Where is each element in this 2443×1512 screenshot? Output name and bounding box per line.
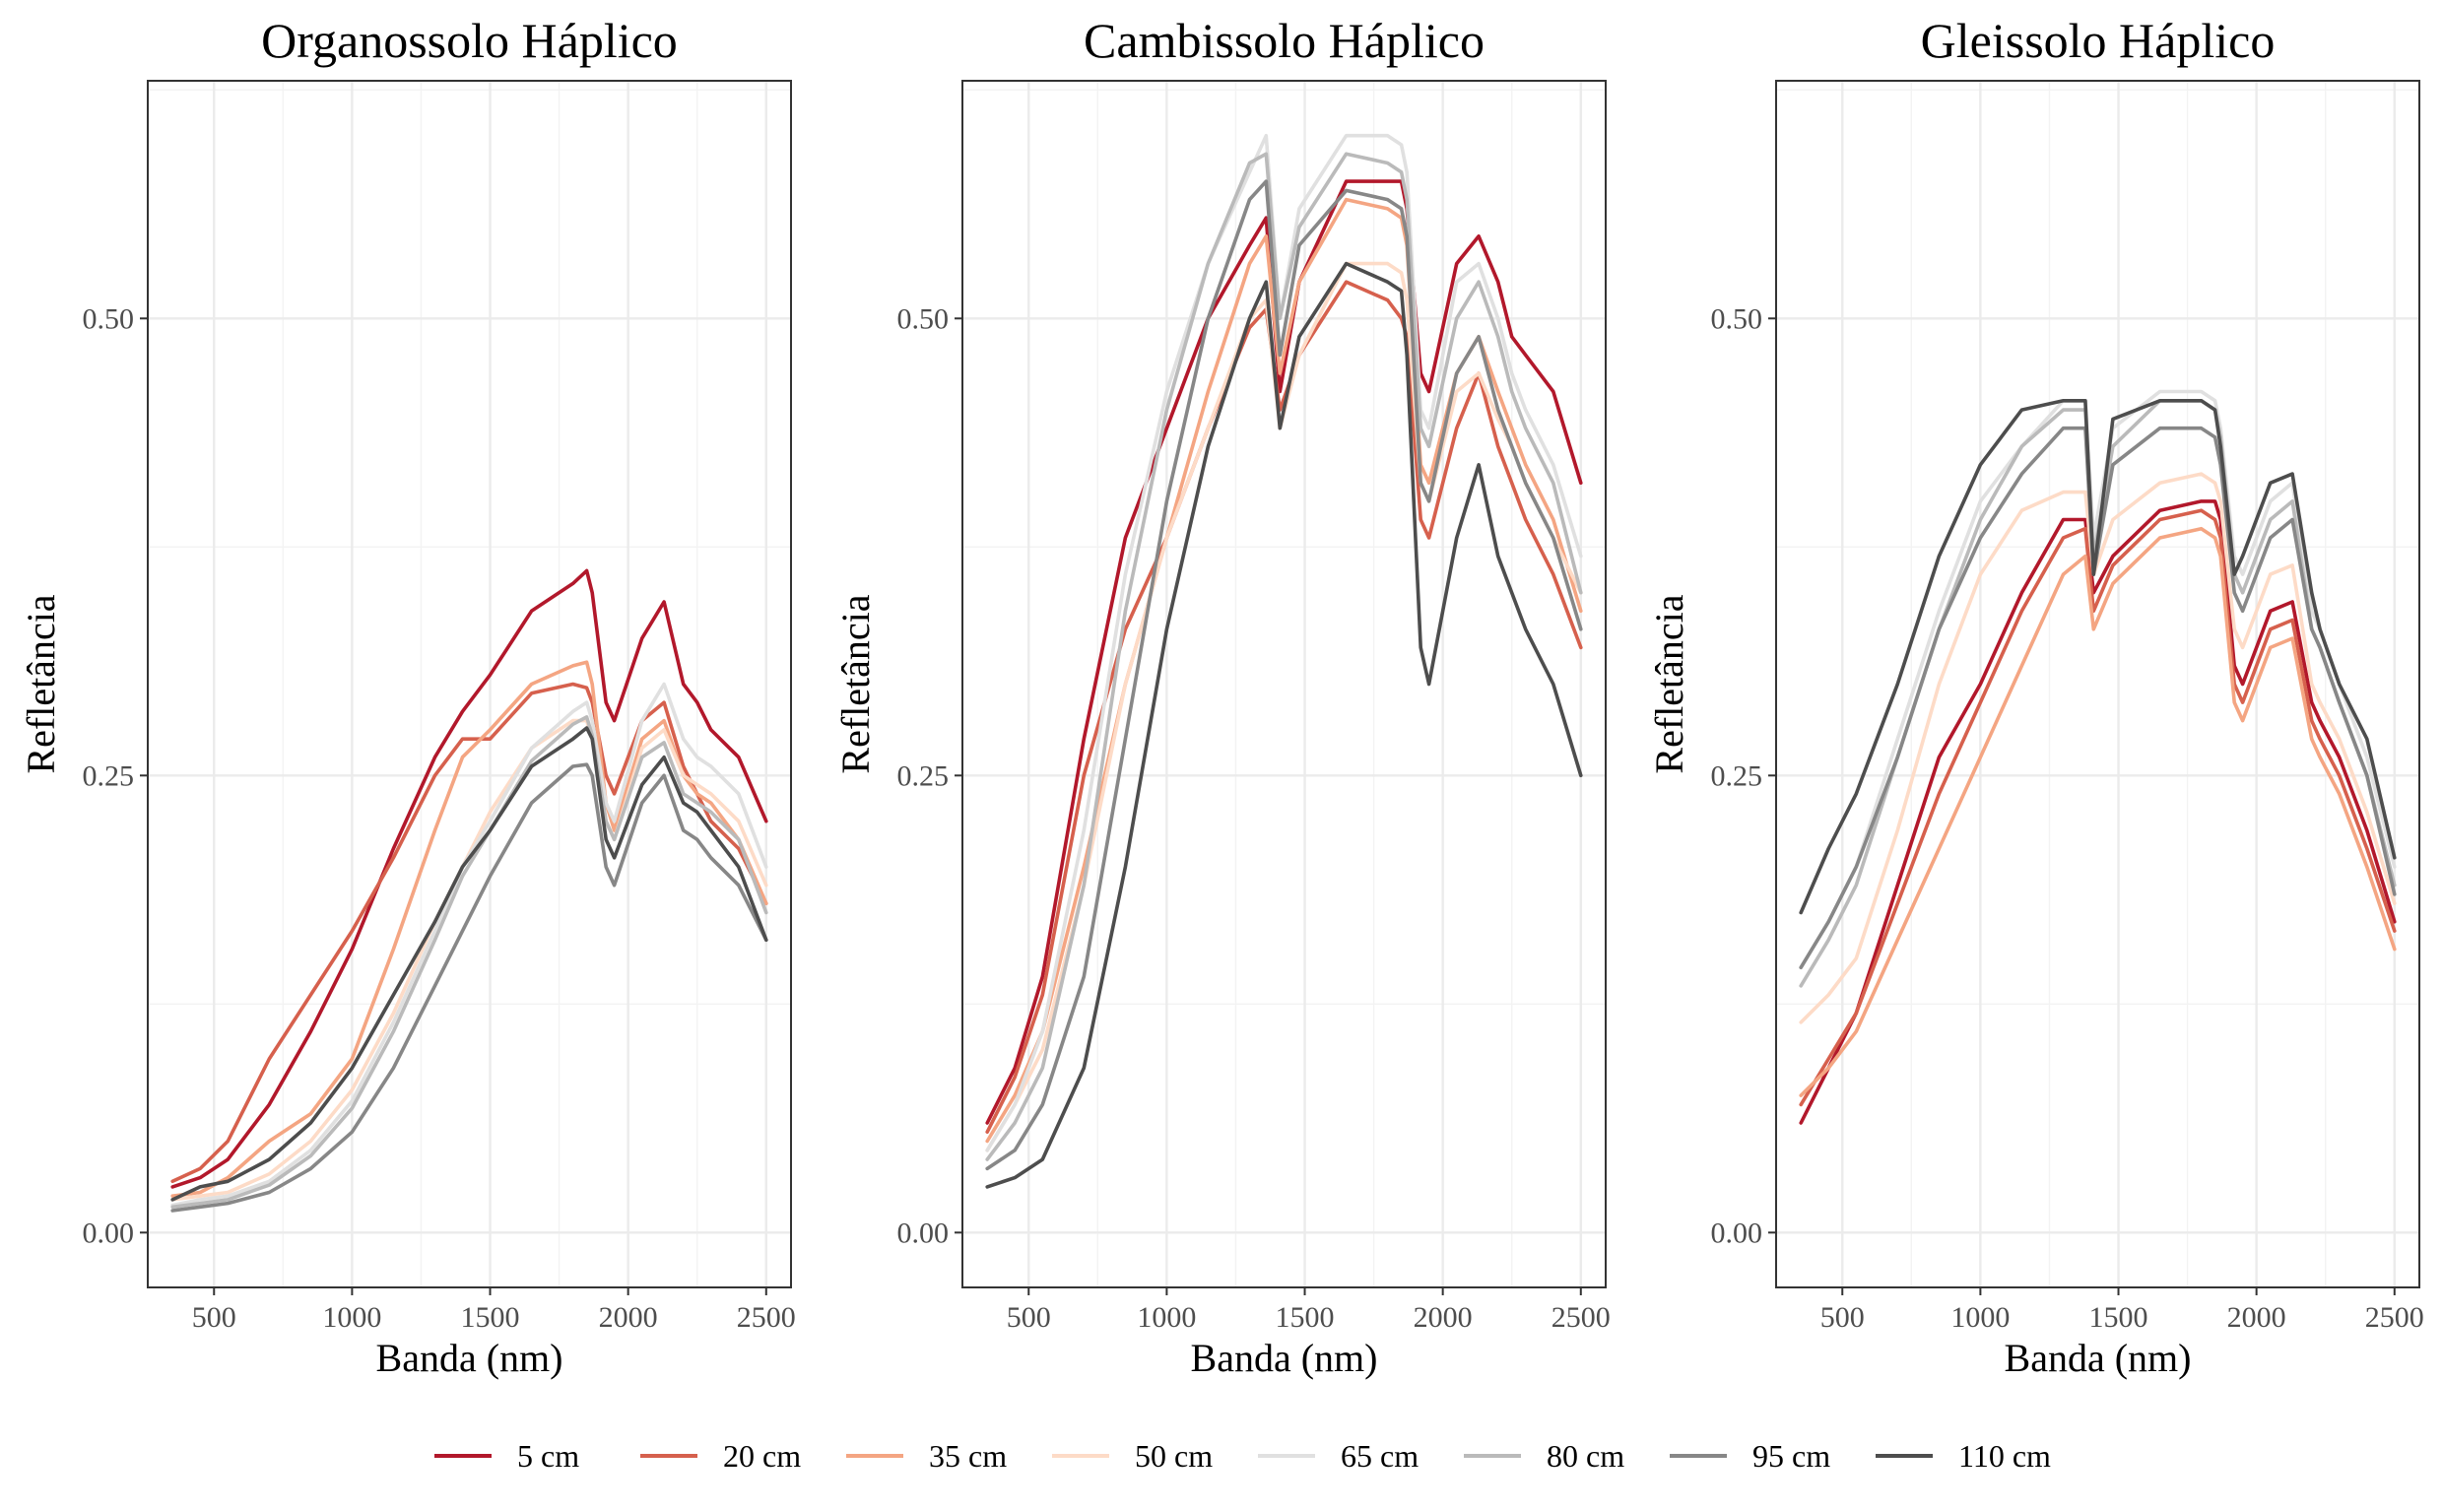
y-tick-label: 0.50 <box>83 302 135 335</box>
y-tick-label: 0.25 <box>897 759 950 792</box>
series-line-5-cm <box>985 179 1583 1125</box>
series-line-65-cm <box>1799 389 2397 969</box>
x-tick-label: 2000 <box>2227 1301 2286 1334</box>
series-line-20-cm <box>1799 508 2397 1107</box>
panel-1: 500 1000 1500 2000 2500 0.00 0.25 0.50 Cambissol… <box>833 13 1611 1380</box>
x-tick-label: 1000 <box>1137 1301 1196 1334</box>
series-line-110-cm <box>170 726 768 1202</box>
x-tick-label: 1000 <box>322 1301 381 1334</box>
x-tick-label: 2500 <box>2365 1301 2424 1334</box>
legend-label: 65 cm <box>1341 1438 1419 1474</box>
legend-label: 35 cm <box>929 1438 1007 1474</box>
y-tick-label: 0.50 <box>1711 302 1763 335</box>
x-tick-label: 1000 <box>1950 1301 2010 1334</box>
legend-label: 20 cm <box>723 1438 801 1474</box>
y-tick-label: 0.50 <box>897 302 950 335</box>
panel-title: Gleissolo Háplico <box>1921 13 2276 68</box>
series-line-95-cm <box>1799 426 2397 969</box>
x-tick-label: 500 <box>1820 1301 1865 1334</box>
x-tick-label: 2000 <box>1414 1301 1473 1334</box>
x-axis-title: Banda (nm) <box>376 1336 563 1380</box>
series-line-20-cm <box>170 682 768 1184</box>
panel-2: 500 1000 1500 2000 2500 0.00 0.25 0.50 Gleissolo… <box>1647 13 2424 1380</box>
series-line-5-cm <box>1799 499 2397 1125</box>
y-tick-label: 0.00 <box>897 1216 950 1249</box>
panel-title: Organossolo Háplico <box>261 13 678 68</box>
legend-label: 5 cm <box>517 1438 579 1474</box>
panel-border <box>1775 80 2420 1288</box>
series-line-35-cm <box>1799 526 2397 1097</box>
series-line-95-cm <box>170 762 768 1213</box>
panel-0: 500 1000 1500 2000 2500 0.00 0.25 0.50 Organosso… <box>19 13 796 1380</box>
series-line-35-cm <box>170 660 768 1198</box>
series-line-65-cm <box>985 133 1583 1152</box>
x-tick-label: 500 <box>1007 1301 1051 1334</box>
y-axis-title: Refletância <box>833 594 878 773</box>
x-axis-title: Banda (nm) <box>1191 1336 1378 1380</box>
series-line-110-cm <box>1799 399 2397 915</box>
y-tick-label: 0.25 <box>83 759 135 792</box>
y-tick-label: 0.00 <box>83 1216 135 1249</box>
y-tick-label: 0.25 <box>1711 759 1763 792</box>
legend-label: 95 cm <box>1752 1438 1830 1474</box>
series-line-110-cm <box>985 261 1583 1189</box>
panel-title: Cambissolo Háplico <box>1084 13 1485 68</box>
legend-label: 50 cm <box>1135 1438 1213 1474</box>
series-line-80-cm <box>985 152 1583 1161</box>
panel-border <box>961 80 1607 1288</box>
series-line-50-cm <box>170 718 768 1202</box>
y-tick-label: 0.00 <box>1711 1216 1763 1249</box>
series-line-50-cm <box>1799 472 2397 1024</box>
series-line-95-cm <box>985 179 1583 1171</box>
series-line-80-cm <box>170 715 768 1210</box>
x-tick-label: 2000 <box>599 1301 658 1334</box>
legend-label: 80 cm <box>1547 1438 1624 1474</box>
y-axis-title: Refletância <box>1647 594 1691 773</box>
x-axis-title: Banda (nm) <box>2005 1336 2192 1380</box>
series-line-65-cm <box>170 682 768 1208</box>
x-tick-label: 2500 <box>737 1301 796 1334</box>
x-tick-label: 2500 <box>1552 1301 1611 1334</box>
x-tick-label: 1500 <box>2089 1301 2148 1334</box>
series-line-5-cm <box>170 568 768 1189</box>
x-tick-label: 1500 <box>1276 1301 1335 1334</box>
series-line-50-cm <box>985 261 1583 1152</box>
panel-border <box>147 80 792 1288</box>
x-tick-label: 500 <box>192 1301 236 1334</box>
y-axis-title: Refletância <box>19 594 63 773</box>
legend: 5 cm 20 cm 35 cm 50 cm 65 cm 80 cm 95 cm 110 cm <box>434 1438 2051 1474</box>
x-tick-label: 1500 <box>461 1301 520 1334</box>
legend-label: 110 cm <box>1958 1438 2051 1474</box>
